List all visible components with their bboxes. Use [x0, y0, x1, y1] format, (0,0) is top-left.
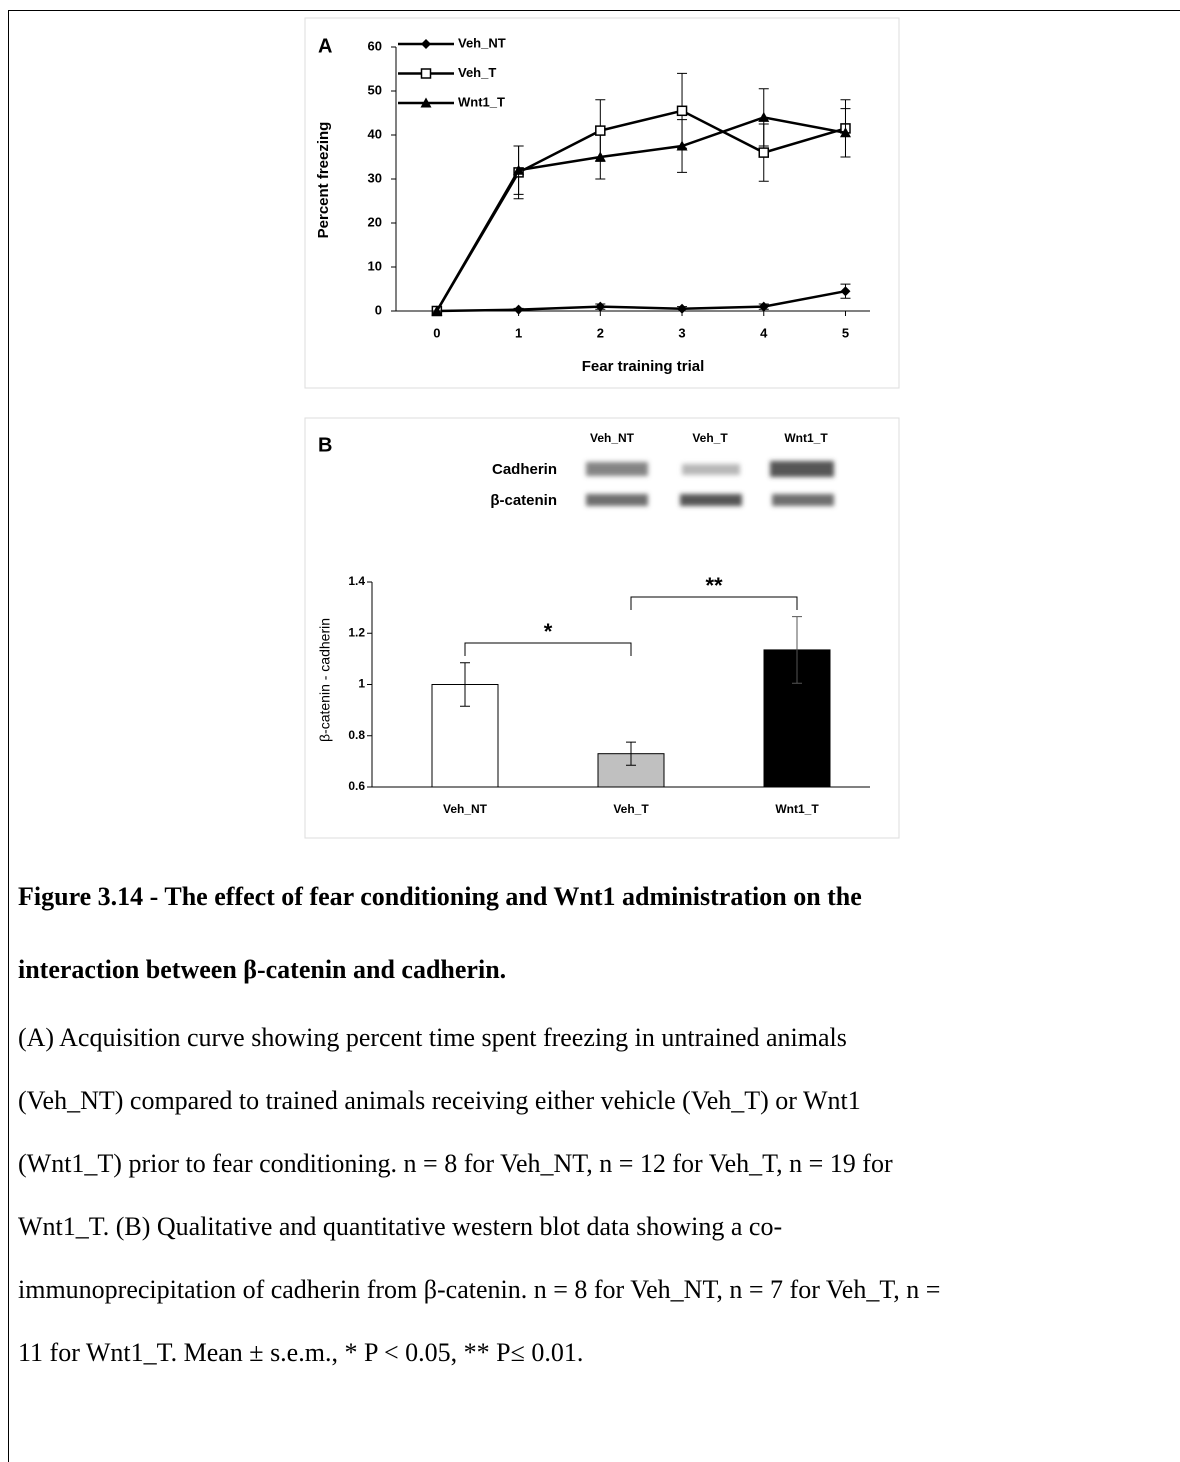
series-line — [436, 289, 846, 313]
legend-label: Wnt1_T — [458, 94, 505, 109]
x-tick-label: Veh_NT — [443, 802, 488, 816]
blot-lane-label: Veh_NT — [590, 431, 635, 445]
marker — [840, 286, 851, 297]
caption-text: (Veh_NT) compared to trained animals rec… — [18, 1086, 861, 1115]
y-tick-label: 30 — [368, 170, 382, 185]
marker — [595, 125, 606, 136]
y-tick-label: 40 — [368, 126, 382, 141]
y-tick-label: 1 — [358, 677, 365, 691]
y-tick-label: 10 — [368, 258, 382, 273]
border-left — [8, 10, 9, 1462]
marker — [758, 147, 770, 158]
series-line — [435, 116, 846, 312]
caption-text: immunoprecipitation of cadherin from β-c… — [18, 1275, 941, 1304]
x-tick-label: 4 — [760, 325, 768, 340]
y-axis-label: β-catenin - cadherin — [317, 618, 333, 742]
error-bar — [792, 616, 802, 684]
y-tick-label: 60 — [368, 38, 382, 53]
panel-label: A — [318, 35, 332, 57]
marker — [839, 127, 851, 138]
y-tick-label: 0 — [375, 302, 382, 317]
y-axis-label: Percent freezing — [315, 122, 332, 239]
series-line — [435, 109, 846, 312]
marker — [677, 303, 688, 314]
caption-text: Wnt1_T. (B) Qualitative and quantitative… — [18, 1212, 783, 1241]
blot-lane-label: Wnt1_T — [784, 431, 828, 445]
legend-marker — [420, 68, 432, 79]
y-tick-label: 0.6 — [348, 779, 365, 793]
figure: A 0 10 20 30 40 50 60 0 1 2 3 4 5 Fear training trial P… — [304, 17, 900, 839]
marker — [758, 111, 770, 122]
significance-label: * — [544, 619, 553, 644]
caption-title: Figure 3.14 - The effect of fear conditi… — [18, 882, 862, 911]
significance-bracket — [630, 596, 798, 610]
x-tick-label: 2 — [597, 325, 604, 340]
legend-marker — [420, 97, 432, 108]
y-tick-label: 1.2 — [348, 625, 365, 639]
caption-text: (Wnt1_T) prior to fear conditioning. n =… — [18, 1149, 893, 1178]
panel-frame — [304, 417, 900, 839]
error-bar — [626, 741, 636, 766]
panel-label: B — [318, 434, 332, 456]
significance-bracket — [464, 642, 632, 656]
x-axis-label: Fear training trial — [582, 358, 705, 375]
x-tick-label: Wnt1_T — [775, 802, 819, 816]
blot-image — [586, 461, 834, 506]
x-tick-label: 0 — [433, 325, 440, 340]
marker — [513, 164, 525, 175]
x-tick-label: 1 — [515, 325, 522, 340]
blot-lane-label: Veh_T — [692, 431, 728, 445]
caption-text: (A) Acquisition curve showing percent ti… — [18, 1023, 847, 1052]
error-bar — [460, 662, 470, 707]
y-tick-label: 50 — [368, 82, 382, 97]
marker — [513, 304, 524, 315]
border-top — [8, 10, 1180, 11]
y-tick-label: 20 — [368, 214, 382, 229]
y-tick-label: 1.4 — [348, 574, 365, 588]
legend-label: Veh_NT — [458, 35, 506, 50]
marker — [594, 151, 606, 162]
marker — [431, 305, 443, 316]
legend-label: Veh_T — [458, 65, 496, 80]
blot-row-label: Cadherin — [492, 461, 557, 478]
caption-title: interaction between β-catenin and cadher… — [18, 955, 507, 984]
y-tick-label: 0.8 — [348, 728, 365, 742]
caption-text: 11 for Wnt1_T. Mean ± s.e.m., * P < 0.05… — [18, 1338, 584, 1367]
significance-label: ** — [705, 573, 723, 598]
marker — [595, 301, 606, 312]
marker — [758, 301, 769, 312]
x-tick-label: 3 — [678, 325, 685, 340]
legend-marker — [421, 39, 431, 49]
marker — [676, 105, 688, 117]
panel-frame — [304, 17, 900, 389]
x-tick-label: 5 — [842, 325, 849, 340]
x-tick-label: Veh_T — [613, 802, 649, 816]
marker — [676, 140, 688, 151]
blot-row-label: β-catenin — [490, 492, 557, 509]
